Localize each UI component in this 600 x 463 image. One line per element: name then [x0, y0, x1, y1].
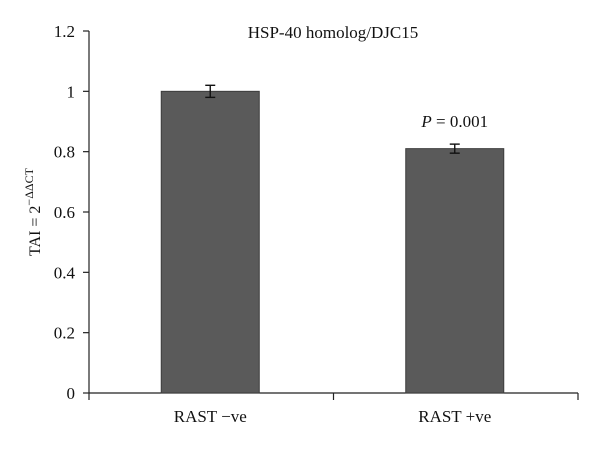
chart-title: HSP-40 homolog/DJC15 [248, 23, 419, 42]
svg-text:TAI = 2−ΔΔCT: TAI = 2−ΔΔCT [22, 167, 44, 256]
y-tick-label: 0 [67, 384, 76, 403]
y-axis-label: TAI = 2−ΔΔCT [22, 167, 44, 256]
y-tick-label: 0.8 [54, 143, 75, 162]
x-tick-label: RAST −ve [174, 407, 247, 426]
y-tick-label: 0.4 [54, 263, 76, 282]
bar [405, 148, 505, 394]
x-tick-label: RAST +ve [418, 407, 491, 426]
p-value-text: = 0.001 [432, 112, 488, 131]
plot-area: 0 0.2 0.4 0.6 0.8 1 1.2 RAST −ve RAST +ve P = 0.0… [54, 22, 579, 426]
p-value-annotation: P = 0.001 [420, 112, 488, 131]
y-tick-label: 0.2 [54, 324, 75, 343]
y-tick-label: 0.6 [54, 203, 75, 222]
p-value-symbol: P [420, 112, 431, 131]
bar [160, 90, 260, 394]
y-axis-label-main: TAI = 2 [27, 206, 44, 256]
y-axis-label-superscript: −ΔΔCT [22, 167, 36, 205]
y-tick-label: 1 [67, 82, 76, 101]
y-tick-label: 1.2 [54, 22, 75, 41]
